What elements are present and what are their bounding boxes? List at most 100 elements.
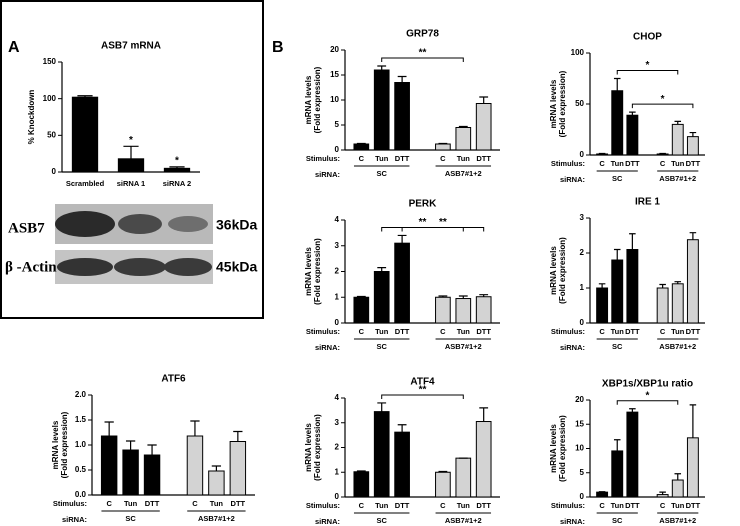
error-bar — [479, 294, 489, 297]
bar — [611, 90, 624, 156]
bar — [394, 82, 410, 151]
y-axis-label: mRNA levels — [549, 246, 558, 295]
bar — [596, 491, 609, 498]
bar — [656, 494, 669, 498]
error-bar — [397, 234, 407, 244]
bar — [671, 479, 684, 498]
x-tick-label: DTT — [395, 154, 410, 163]
bar — [117, 158, 145, 173]
error-bar — [123, 145, 139, 159]
bar — [475, 103, 492, 151]
y-tick-label: 0 — [580, 150, 585, 159]
error-bar — [397, 424, 407, 433]
significance-bracket — [401, 226, 485, 232]
stimulus-label: Stimulus: — [306, 501, 340, 510]
x-tick-label: C — [359, 501, 365, 510]
y-tick-label: 10 — [330, 95, 339, 104]
bar — [626, 411, 639, 498]
error-bar — [613, 439, 621, 451]
bar — [656, 153, 669, 156]
bar — [435, 471, 451, 498]
x-tick-label: C — [440, 327, 446, 336]
y-tick-label: 5 — [580, 468, 585, 477]
error-bar — [659, 491, 666, 495]
significance-label: ** — [419, 385, 427, 396]
chart-title: ATF4 — [410, 377, 435, 388]
x-tick-label: Tun — [671, 501, 685, 510]
error-bar — [598, 152, 606, 155]
x-tick-label: DTT — [625, 327, 640, 336]
y-tick-label: 20 — [330, 45, 339, 54]
error-bar — [674, 120, 682, 125]
error-bar — [77, 95, 93, 98]
x-tick-label: Tun — [457, 501, 471, 510]
x-tick-label: Tun — [375, 154, 389, 163]
sirna-label: siRNA: — [62, 515, 87, 524]
bar — [686, 437, 699, 498]
error-bar — [674, 473, 682, 481]
error-bar — [479, 407, 489, 422]
error-bar — [659, 283, 666, 288]
group-label: ASB7#1+2 — [659, 174, 696, 183]
group-label: SC — [612, 174, 623, 183]
x-tick-label: DTT — [476, 327, 491, 336]
chart-title: ATF6 — [161, 374, 186, 385]
y-tick-label: 2 — [335, 267, 340, 276]
x-tick-label: DTT — [145, 499, 160, 508]
error-bar — [377, 402, 387, 412]
error-bar — [190, 420, 200, 436]
bar — [596, 153, 609, 156]
error-bar — [438, 470, 448, 473]
sirna-label: siRNA: — [315, 170, 340, 179]
y-axis-label: (Fold expression) — [313, 66, 322, 133]
x-tick-label: C — [440, 154, 446, 163]
bar — [122, 449, 139, 496]
error-bar — [438, 295, 448, 298]
significance-label: ** — [419, 48, 427, 59]
x-tick-label: DTT — [625, 159, 640, 168]
group-label: ASB7#1+2 — [445, 342, 482, 351]
error-bar — [356, 142, 366, 145]
error-bar — [689, 404, 697, 438]
panel-a-frame — [0, 0, 264, 319]
x-tick-label: siRNA 1 — [117, 179, 145, 188]
bar — [596, 287, 609, 324]
y-tick-label: 1 — [335, 467, 340, 476]
bar — [475, 421, 492, 498]
y-tick-label: 1.0 — [75, 440, 87, 449]
bar — [671, 283, 684, 324]
error-bar — [147, 444, 157, 455]
y-tick-label: 10 — [575, 444, 584, 453]
y-axis-label: (Fold expression) — [313, 238, 322, 305]
panel-label: B — [272, 39, 284, 56]
y-tick-label: 1 — [335, 292, 340, 301]
sirna-label: siRNA: — [315, 343, 340, 352]
bar — [671, 123, 684, 156]
bar — [626, 249, 639, 324]
group-label: SC — [376, 516, 387, 525]
y-tick-label: 2 — [580, 248, 585, 257]
significance-bracket — [616, 70, 679, 75]
bar — [353, 296, 370, 324]
bar — [229, 441, 247, 496]
error-bar — [689, 131, 697, 137]
x-tick-label: DTT — [395, 327, 410, 336]
bar — [186, 435, 204, 496]
y-tick-label: 1.5 — [75, 415, 87, 424]
significance-bracket — [616, 400, 679, 405]
y-tick-label: 15 — [330, 70, 339, 79]
y-tick-label: 0 — [580, 318, 585, 327]
significance-bracket — [381, 57, 464, 62]
stimulus-label: Stimulus: — [306, 154, 340, 163]
y-tick-label: 100 — [571, 48, 585, 57]
chart-title: GRP78 — [406, 29, 439, 40]
x-tick-label: DTT — [476, 154, 491, 163]
y-tick-label: 0 — [335, 145, 340, 154]
error-bar — [397, 75, 407, 83]
bar — [656, 287, 669, 324]
error-bar — [659, 152, 666, 155]
error-bar — [356, 470, 366, 472]
y-axis-label: mRNA levels — [549, 79, 558, 128]
x-tick-label: Tun — [210, 499, 224, 508]
x-tick-label: DTT — [625, 501, 640, 510]
